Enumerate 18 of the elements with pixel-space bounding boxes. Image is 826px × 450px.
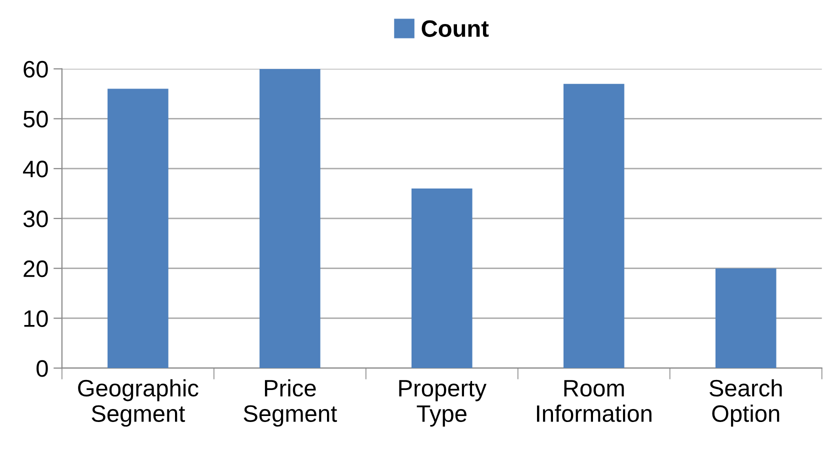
x-tick-label: Room Information [537, 380, 652, 422]
y-tick-label: 60 [24, 60, 48, 78]
bar [108, 88, 168, 368]
y-tick-label: 20 [24, 260, 48, 278]
bar [563, 84, 624, 368]
y-tick-label: 0 [36, 360, 48, 377]
x-tick-label: Price Segment [244, 379, 338, 427]
x-tick-label: Property Type [399, 380, 486, 427]
x-tick-label: Search Option [710, 379, 782, 427]
y-tick-label: 10 [24, 310, 48, 328]
y-tick-label: 50 [23, 110, 48, 128]
legend-label: Count [422, 20, 489, 37]
y-tick-label: 30 [23, 210, 48, 228]
bar [412, 188, 472, 368]
x-tick-label: Geographic Segment [78, 379, 198, 427]
y-tick-label: 40 [23, 160, 48, 178]
bar [715, 268, 776, 368]
bar [260, 68, 320, 368]
